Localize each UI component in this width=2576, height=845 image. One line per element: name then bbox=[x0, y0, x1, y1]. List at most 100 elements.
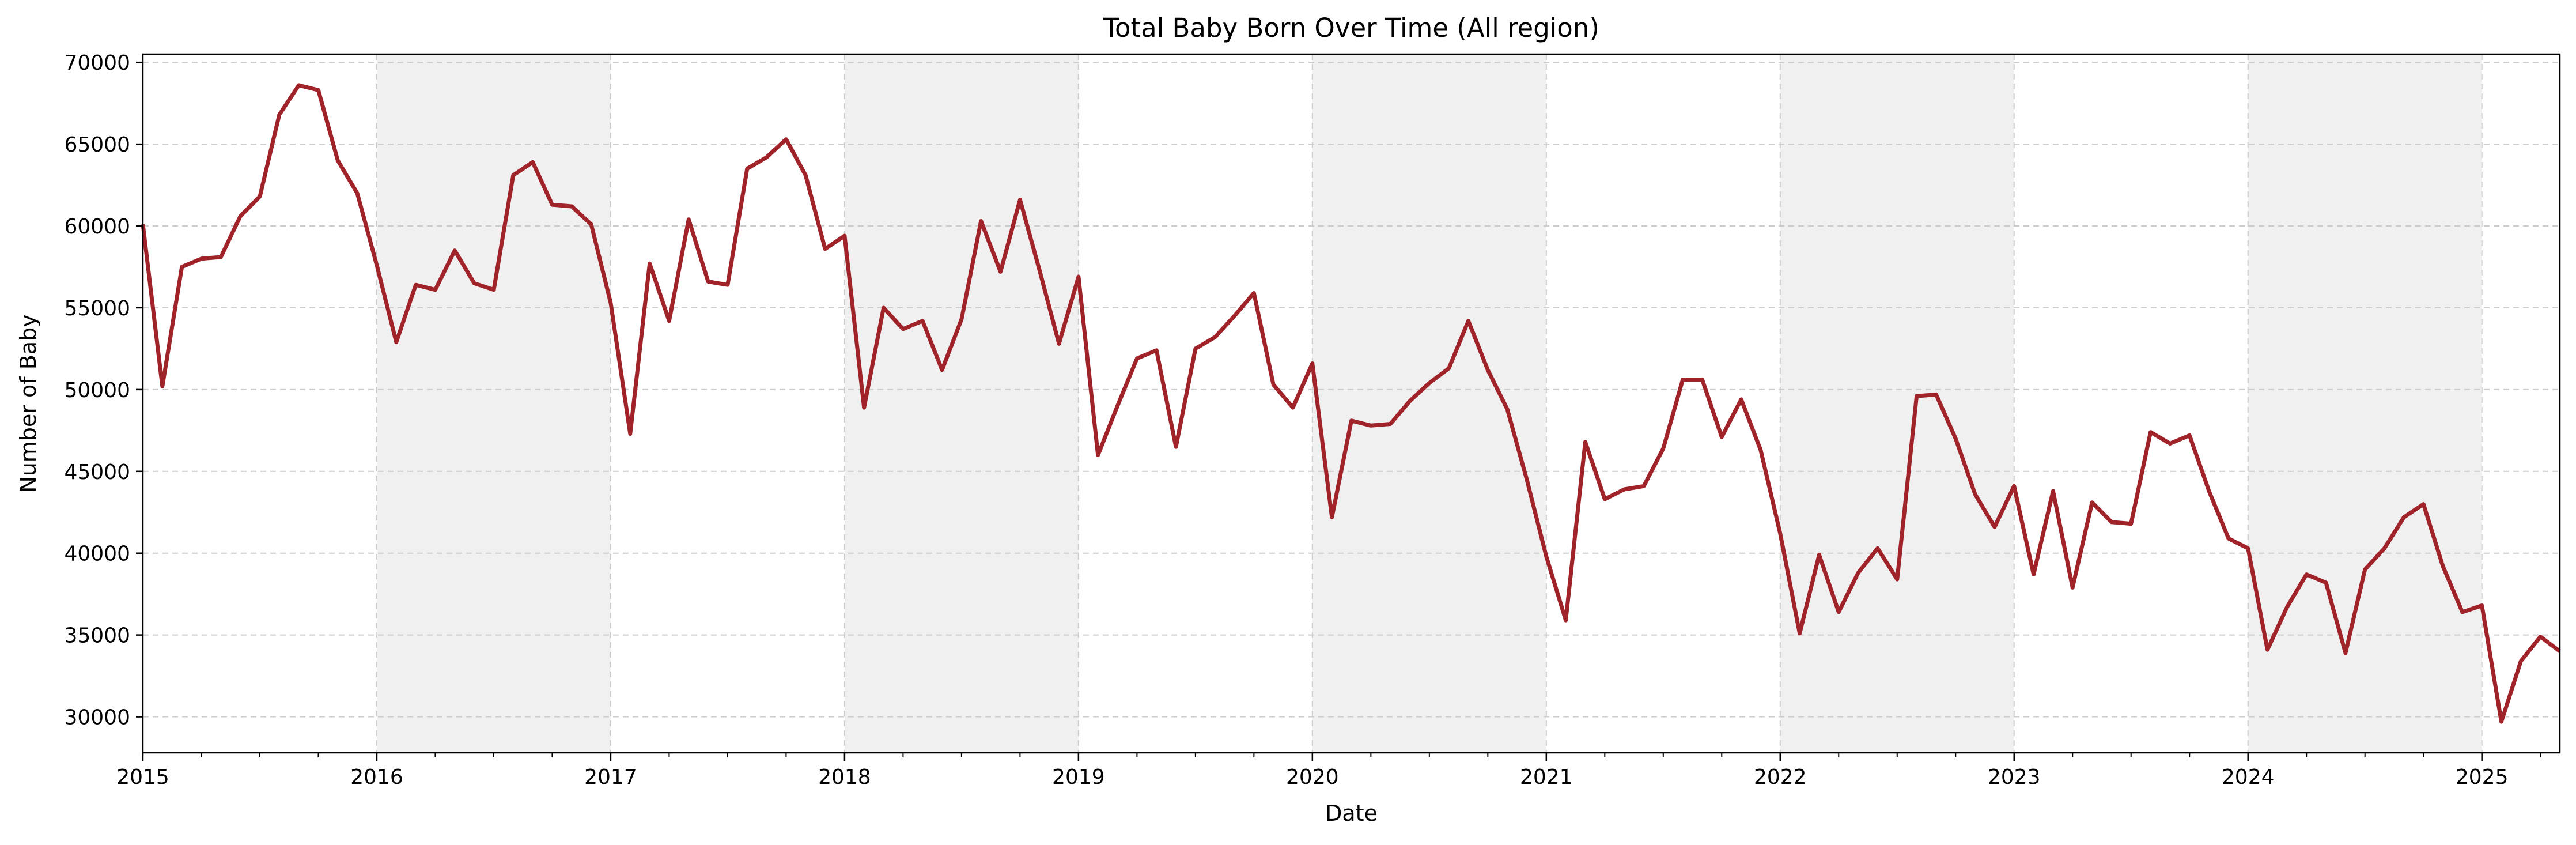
y-tick-label: 45000 bbox=[64, 461, 130, 484]
data-point bbox=[1194, 347, 1197, 350]
data-point bbox=[1720, 435, 1723, 439]
data-point bbox=[1155, 349, 1158, 352]
x-axis-title: Date bbox=[1325, 801, 1378, 826]
data-point bbox=[2129, 522, 2133, 526]
data-point bbox=[1116, 404, 1119, 408]
data-point bbox=[2344, 651, 2347, 655]
data-point bbox=[2188, 433, 2191, 437]
data-point bbox=[2032, 573, 2036, 576]
series-line bbox=[141, 83, 2562, 724]
data-point bbox=[1798, 632, 1802, 635]
x-tick-label: 2020 bbox=[1286, 765, 1339, 789]
x-tick-label: 2015 bbox=[116, 765, 169, 789]
data-point bbox=[1681, 378, 1685, 382]
data-point bbox=[550, 203, 554, 206]
x-tick-label: 2018 bbox=[818, 765, 871, 789]
data-point bbox=[1973, 493, 1977, 496]
data-point bbox=[414, 283, 418, 286]
data-point bbox=[667, 319, 671, 323]
data-point bbox=[1856, 571, 1860, 575]
data-point bbox=[589, 222, 593, 226]
data-point bbox=[1876, 546, 1879, 550]
data-point bbox=[706, 280, 710, 284]
data-point bbox=[2519, 659, 2522, 663]
data-point bbox=[1896, 578, 1899, 581]
x-tick-label: 2022 bbox=[1754, 765, 1807, 789]
data-point bbox=[2051, 489, 2055, 493]
data-point bbox=[161, 384, 164, 388]
data-point bbox=[823, 247, 827, 251]
data-point bbox=[1096, 453, 1100, 457]
data-point bbox=[1486, 368, 1489, 372]
y-tick-label: 40000 bbox=[64, 542, 130, 566]
data-point bbox=[1564, 618, 1568, 622]
data-point bbox=[2246, 546, 2250, 550]
shaded-band-2022 bbox=[1780, 54, 2014, 753]
data-point bbox=[297, 84, 301, 87]
data-point bbox=[648, 262, 652, 265]
y-tick-label: 50000 bbox=[64, 379, 130, 402]
data-point bbox=[843, 234, 846, 237]
data-point bbox=[492, 288, 495, 292]
data-point bbox=[433, 288, 437, 292]
y-tick-label: 65000 bbox=[64, 133, 130, 157]
data-point bbox=[2090, 501, 2094, 504]
data-point bbox=[1525, 478, 1529, 481]
y-tick-label: 35000 bbox=[64, 624, 130, 648]
data-point bbox=[2363, 568, 2367, 571]
data-point bbox=[1408, 399, 1412, 403]
grid-lines bbox=[142, 54, 2560, 753]
data-point bbox=[940, 368, 944, 372]
data-point bbox=[2480, 604, 2484, 608]
data-point bbox=[316, 88, 320, 92]
data-point bbox=[2461, 610, 2464, 614]
data-point bbox=[1311, 361, 1314, 365]
data-point bbox=[1837, 610, 1840, 614]
data-point bbox=[1077, 275, 1080, 278]
data-point bbox=[570, 205, 573, 208]
data-point bbox=[453, 249, 456, 252]
data-point bbox=[921, 319, 924, 323]
series-layer bbox=[141, 83, 2562, 724]
data-point bbox=[726, 283, 729, 286]
data-point bbox=[219, 255, 222, 259]
data-point bbox=[1583, 440, 1587, 444]
data-point bbox=[1330, 515, 1334, 519]
data-point bbox=[1018, 198, 1022, 202]
data-point bbox=[278, 113, 281, 116]
data-point bbox=[1369, 424, 1372, 427]
data-point bbox=[1252, 291, 1255, 295]
data-point bbox=[1934, 393, 1938, 396]
data-point bbox=[2149, 431, 2153, 434]
data-point bbox=[687, 218, 690, 221]
data-point bbox=[2383, 546, 2386, 550]
data-point bbox=[2013, 484, 2016, 488]
data-point bbox=[531, 160, 535, 164]
data-point bbox=[2207, 489, 2211, 493]
shaded-band-2024 bbox=[2248, 54, 2482, 753]
data-point bbox=[882, 306, 886, 310]
data-point bbox=[1915, 394, 1919, 398]
data-point bbox=[1700, 378, 1704, 382]
shaded-band-2018 bbox=[844, 54, 1079, 753]
x-tick-label: 2024 bbox=[2222, 765, 2275, 789]
data-point bbox=[395, 341, 398, 344]
x-tick-label: 2016 bbox=[350, 765, 403, 789]
data-point bbox=[609, 301, 612, 304]
data-point bbox=[1291, 406, 1295, 409]
data-point bbox=[765, 156, 769, 159]
data-point bbox=[336, 159, 339, 162]
data-point bbox=[1428, 382, 1431, 385]
data-point bbox=[1213, 335, 1217, 339]
axis-ticks: 30000 35000 40000 45000 50000 55000 60000 65000… bbox=[64, 51, 2541, 789]
shaded-band-2016 bbox=[376, 54, 611, 753]
data-point bbox=[1817, 553, 1821, 557]
year-shading bbox=[376, 54, 2482, 753]
data-point bbox=[1662, 447, 1665, 450]
data-point bbox=[960, 318, 963, 321]
data-point bbox=[1603, 497, 1606, 501]
chart-title: Total Baby Born Over Time (All region) bbox=[1103, 13, 1599, 43]
data-point bbox=[1545, 554, 1548, 558]
data-point bbox=[1505, 408, 1509, 411]
